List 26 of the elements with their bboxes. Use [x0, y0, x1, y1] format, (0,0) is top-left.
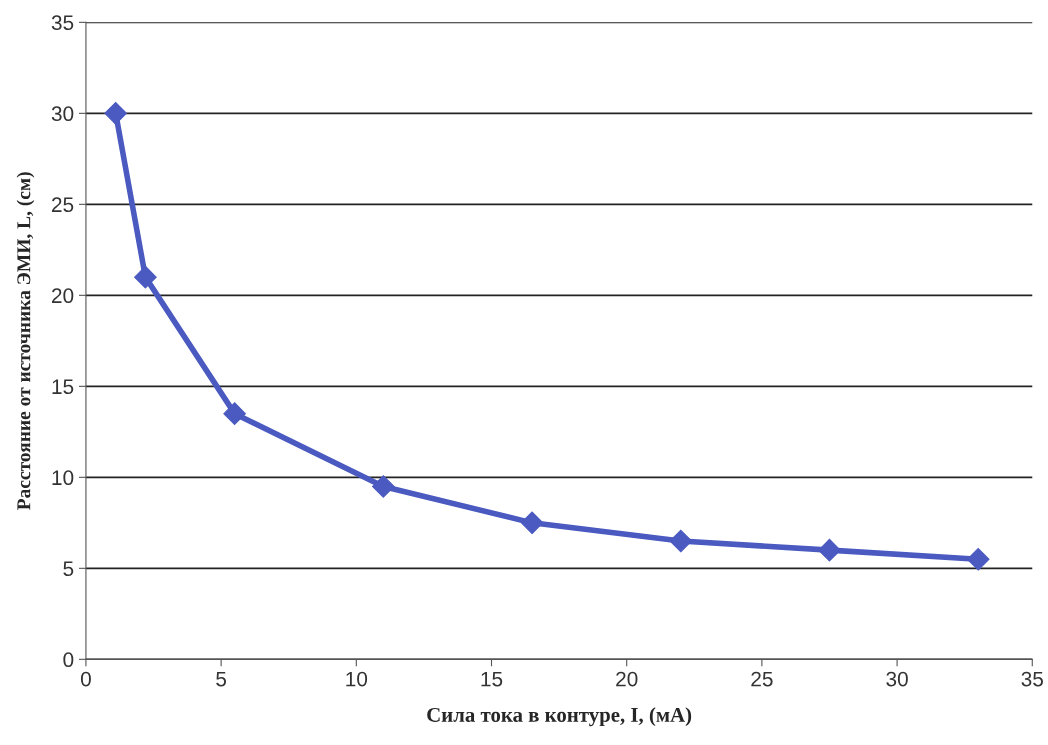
x-tick-label: 25	[751, 671, 773, 687]
point	[223, 402, 246, 425]
y-tick-label: 25	[52, 197, 74, 213]
y-tick-label: 30	[51, 106, 74, 122]
x-tick-label: 30	[886, 671, 908, 687]
y-tick-label: 15	[52, 379, 74, 395]
y-tick-label: 0	[63, 652, 74, 668]
x-tick-label: 5	[216, 671, 227, 687]
x-tick-label: 20	[616, 671, 638, 687]
y-tick-label: 35	[51, 15, 74, 31]
y-axis-title: Расстояние от источника ЭМИ, L, (см)	[16, 172, 35, 510]
point	[104, 102, 127, 125]
x-tick-label: 10	[346, 671, 368, 687]
point	[372, 475, 395, 498]
point	[966, 547, 990, 571]
point	[134, 265, 157, 289]
y-tick-label: 20	[52, 288, 74, 304]
x-tick-label: 15	[481, 671, 503, 687]
x-tick-label: 35	[1021, 671, 1043, 687]
x-tick-label: 0	[80, 671, 91, 687]
y-tick-label: 5	[63, 561, 74, 577]
point	[520, 511, 544, 535]
x-axis-title: Сила тока в контуре, I, (мА)	[427, 707, 692, 727]
point	[669, 529, 693, 553]
point	[818, 538, 841, 562]
y-tick-label: 10	[52, 470, 74, 486]
